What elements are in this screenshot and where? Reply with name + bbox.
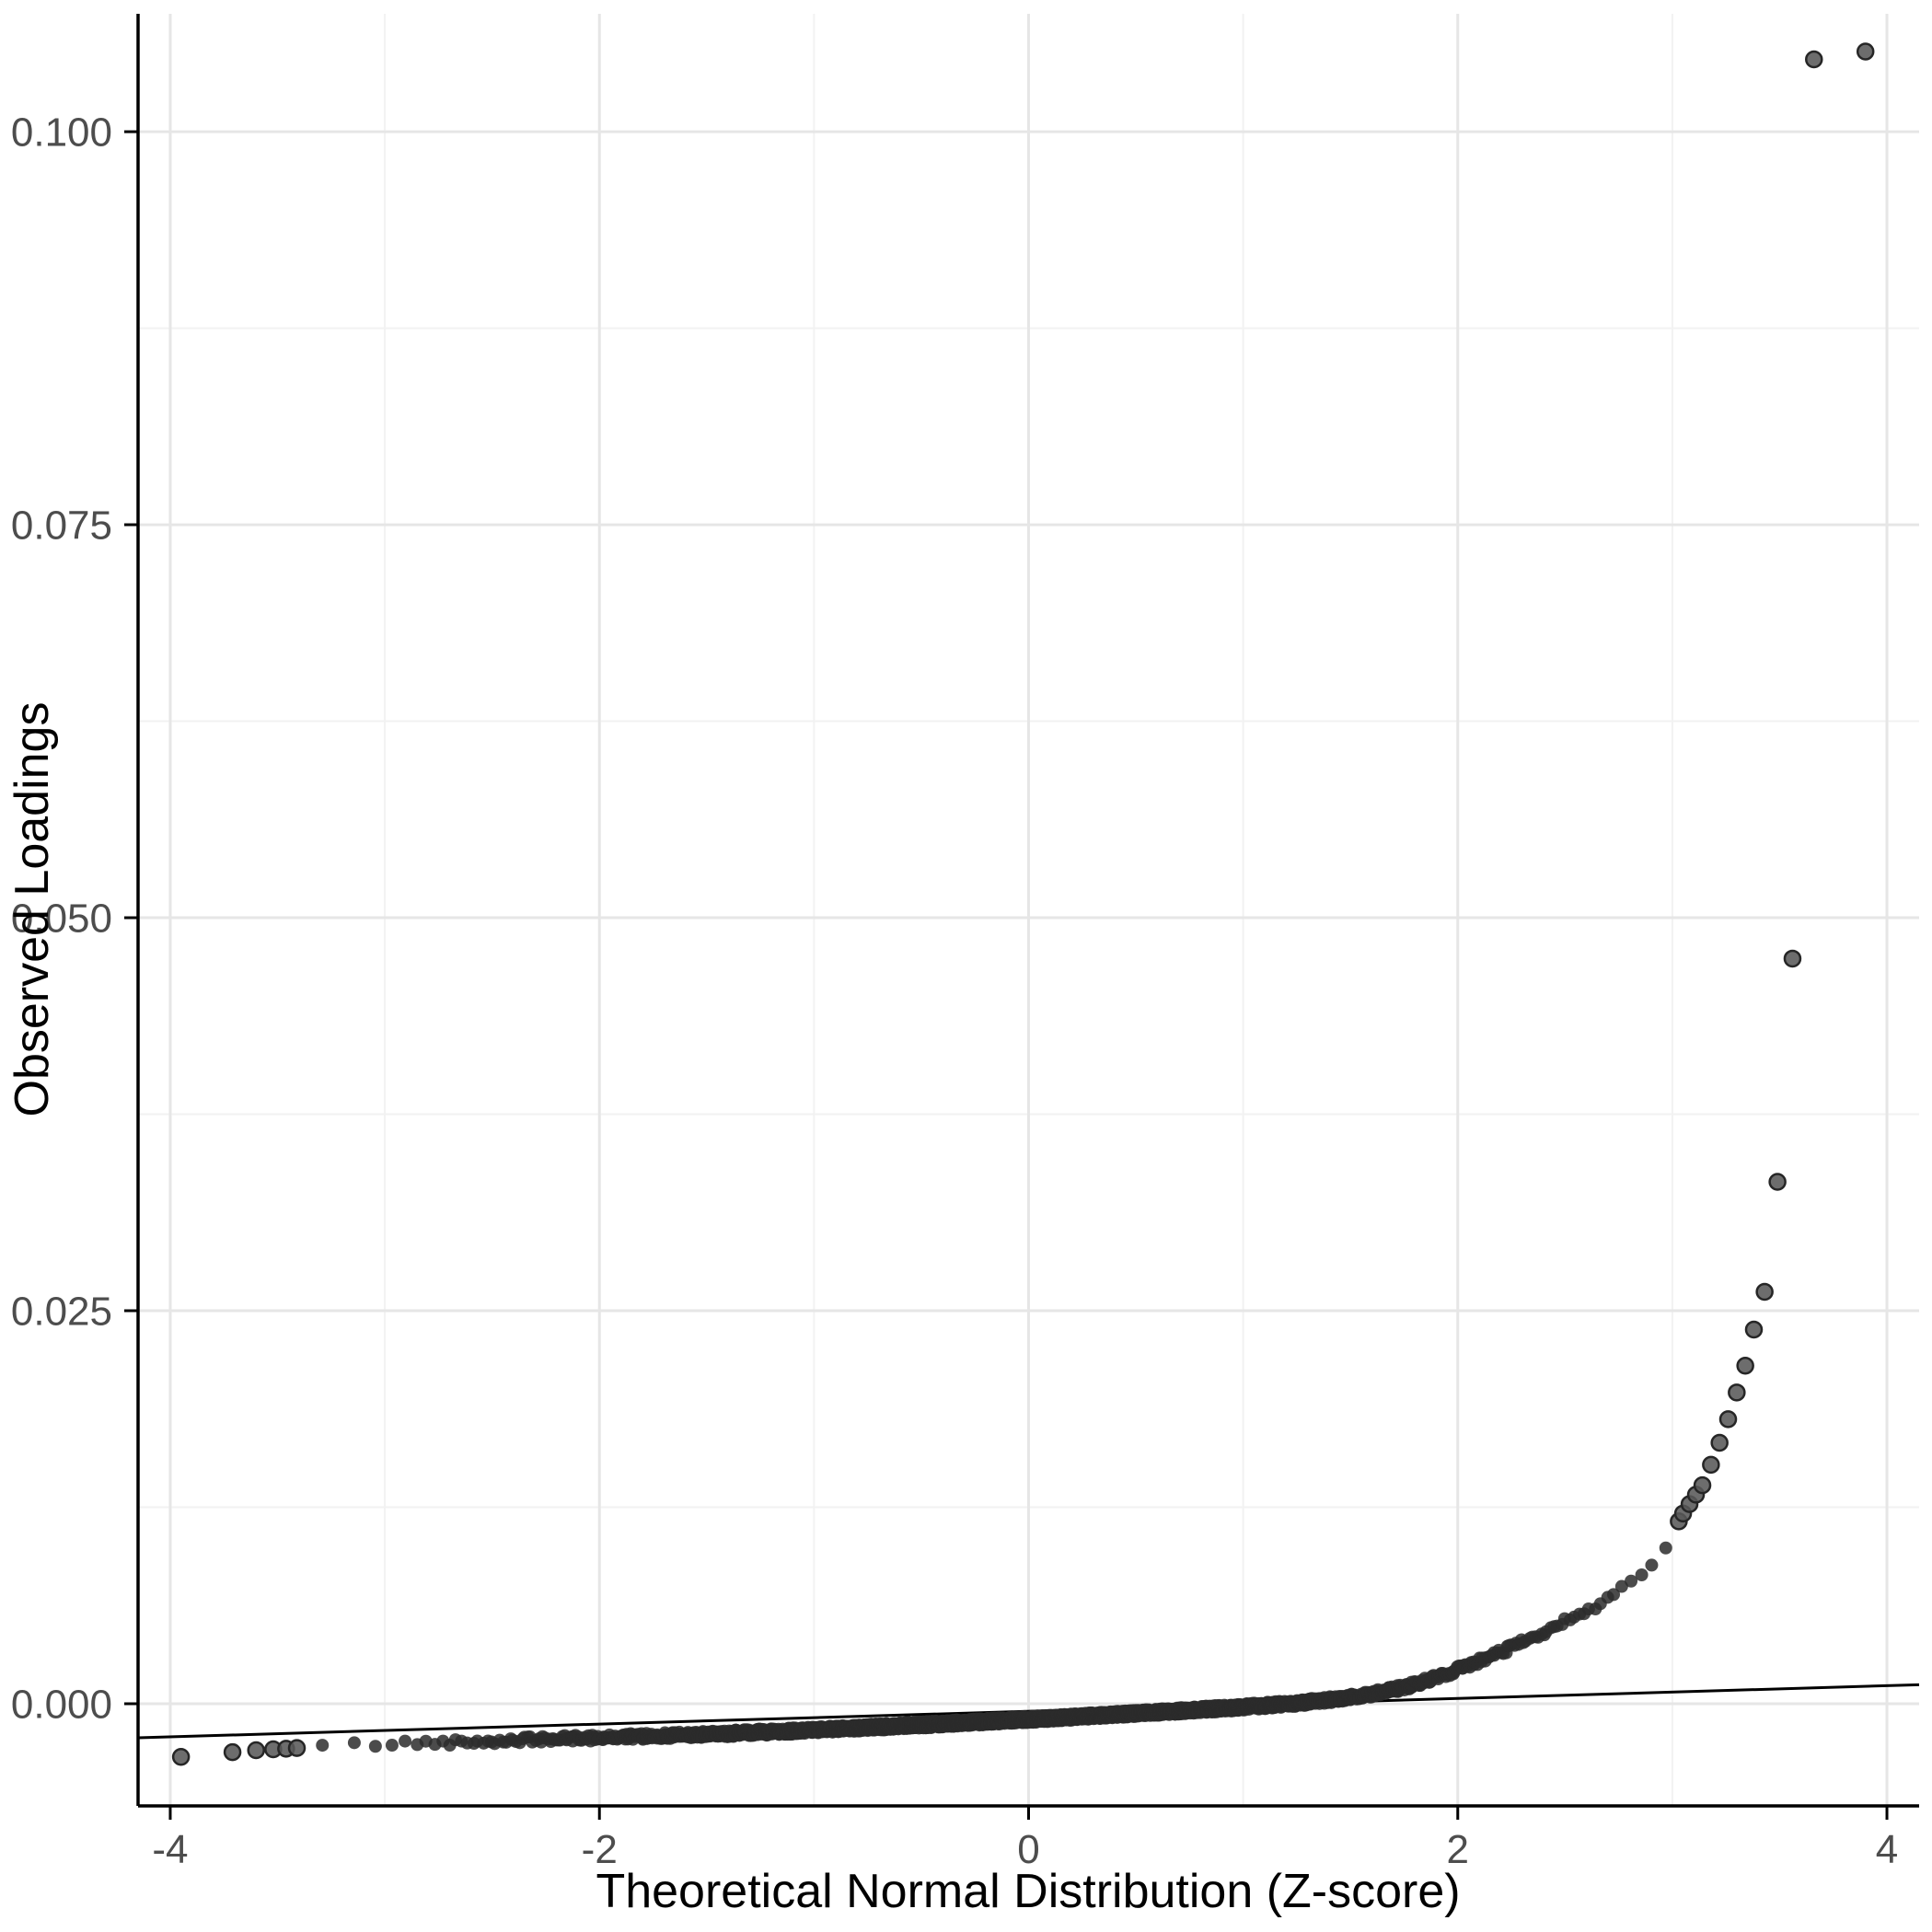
x-axis-title: Theoretical Normal Distribution (Z-score… [596, 1865, 1460, 1918]
x-tick-label: 4 [1876, 1827, 1898, 1872]
qq-outlier-point [1736, 1357, 1754, 1375]
qq-point [1607, 1588, 1621, 1602]
qq-outlier-point [1768, 1173, 1787, 1191]
y-tick-label: 0.025 [11, 1289, 112, 1334]
qq-outlier-point [1755, 1282, 1774, 1301]
qq-outlier-point [223, 1742, 242, 1762]
qq-outlier-point [1728, 1383, 1746, 1402]
qq-point [399, 1734, 412, 1748]
y-tick-label: 0.050 [11, 896, 112, 941]
y-tick-label: 0.000 [11, 1682, 112, 1727]
qq-point [1645, 1558, 1659, 1572]
qq-outlier-point [1744, 1320, 1764, 1339]
qq-outlier-point [1805, 50, 1823, 69]
x-tick-label: 0 [1017, 1827, 1039, 1872]
qq-outlier-point [1702, 1455, 1720, 1475]
qq-point [1659, 1541, 1672, 1555]
qq-point [1614, 1579, 1628, 1593]
axes-layer [124, 14, 1919, 1820]
qq-outlier-point [247, 1741, 265, 1760]
y-tick-label: 0.100 [11, 110, 112, 155]
y-axis-title: Observed Loadings [6, 702, 59, 1117]
qq-outlier-point [287, 1739, 307, 1757]
y-tick-label: 0.075 [11, 503, 112, 548]
qq-outlier-point [171, 1747, 191, 1766]
qq-outlier-point [1710, 1433, 1729, 1452]
qq-point [1635, 1568, 1649, 1581]
major-gridlines [138, 14, 1919, 1806]
scatter-points-layer [171, 42, 1875, 1766]
qq-point [385, 1739, 399, 1753]
qq-point [347, 1736, 361, 1750]
qq-outlier-point [1783, 949, 1802, 968]
qq-outlier-point [1856, 42, 1875, 61]
qq-point [1625, 1574, 1638, 1588]
tick-labels-layer: -4 -2 0 2 4 0.000 0.025 0.050 0.075 0.100 [11, 110, 1898, 1872]
x-tick-label: -4 [152, 1827, 188, 1872]
x-tick-label: -2 [582, 1827, 618, 1872]
qq-point [316, 1739, 330, 1753]
qq-outlier-point [1718, 1410, 1738, 1429]
qq-point [368, 1740, 382, 1753]
x-tick-label: 2 [1447, 1827, 1469, 1872]
qq-outlier-point [1693, 1475, 1712, 1495]
